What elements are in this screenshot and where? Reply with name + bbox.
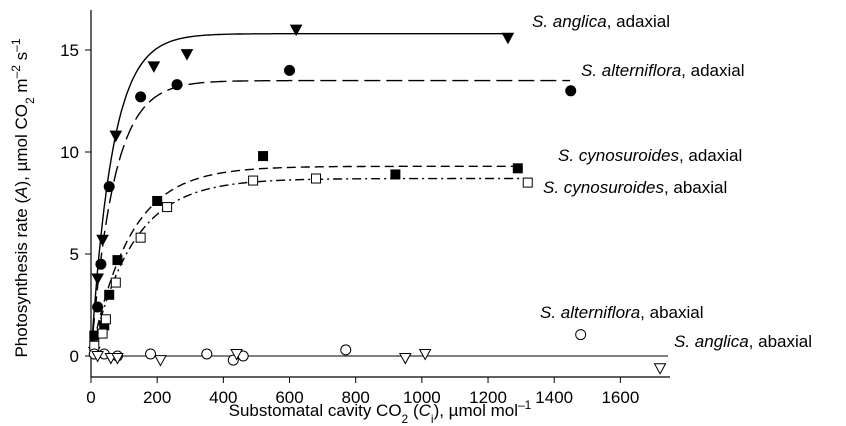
data-point bbox=[512, 163, 523, 174]
series-species: S. cynosuroides bbox=[558, 146, 679, 165]
series-label: S. alterniflora, abaxial bbox=[540, 303, 704, 322]
data-point bbox=[100, 314, 111, 325]
data-point bbox=[97, 328, 108, 339]
data-point bbox=[162, 202, 173, 213]
data-point bbox=[89, 330, 100, 341]
fitted-curves bbox=[90, 33, 571, 357]
data-point bbox=[201, 348, 213, 360]
data-point bbox=[95, 258, 107, 270]
series-label: S. cynosuroides, abaxial bbox=[543, 178, 727, 197]
data-point bbox=[565, 85, 577, 97]
data-point bbox=[147, 61, 161, 73]
series-surface: , adaxial bbox=[681, 61, 744, 80]
data-point bbox=[310, 173, 321, 184]
data-point bbox=[653, 363, 667, 375]
curve-s-cynosuroides-abaxial bbox=[90, 177, 528, 357]
x-tick-label: 1200 bbox=[469, 388, 507, 407]
data-point bbox=[110, 277, 121, 288]
series-surface: , adaxial bbox=[607, 12, 670, 31]
curve-s-cynosuroides-adaxial bbox=[90, 165, 518, 357]
data-point bbox=[398, 353, 412, 365]
data-point bbox=[112, 255, 123, 266]
series-label: S. cynosuroides, adaxial bbox=[558, 146, 742, 165]
data-point bbox=[154, 355, 167, 367]
data-point bbox=[109, 130, 123, 143]
data-point bbox=[284, 64, 296, 76]
data-point bbox=[501, 32, 515, 45]
y-tick-label: 10 bbox=[60, 143, 79, 162]
series-species: S. alterniflora bbox=[581, 61, 681, 80]
series-species: S. cynosuroides bbox=[543, 178, 664, 197]
data-point bbox=[522, 177, 533, 188]
x-tick-label: 1400 bbox=[535, 388, 573, 407]
data-point bbox=[104, 289, 115, 300]
x-tick-label: 800 bbox=[341, 388, 369, 407]
data-point bbox=[180, 49, 194, 61]
data-point bbox=[91, 273, 104, 286]
x-axis-title: Substomatal cavity CO2 (Ci), µmol mol–1 bbox=[229, 398, 532, 426]
data-point bbox=[171, 79, 183, 91]
x-tick-label: 400 bbox=[209, 388, 237, 407]
data-point bbox=[135, 91, 147, 103]
x-tick-label: 600 bbox=[275, 388, 303, 407]
data-point bbox=[575, 329, 587, 341]
series-label: S. alterniflora, adaxial bbox=[581, 61, 745, 80]
data-point bbox=[145, 348, 157, 360]
curve-s-alterniflora-adaxial bbox=[90, 79, 571, 357]
series-species: S. anglica bbox=[674, 332, 749, 351]
series-surface: , adaxial bbox=[679, 146, 742, 165]
x-tick-label: 1600 bbox=[601, 388, 639, 407]
data-point bbox=[152, 195, 163, 206]
curve-s-anglica-adaxial bbox=[90, 33, 508, 357]
series-species: S. anglica bbox=[532, 12, 607, 31]
data-point bbox=[92, 301, 104, 313]
y-tick-label: 5 bbox=[70, 245, 79, 264]
y-tick-label: 0 bbox=[70, 347, 79, 366]
data-point bbox=[340, 344, 352, 356]
data-point bbox=[289, 24, 303, 37]
axes: 0 200 400 600 800 1000 1200 1400 1600 0 5 10 15 bbox=[60, 10, 670, 407]
series-species: S. alterniflora bbox=[540, 303, 640, 322]
data-point bbox=[103, 181, 115, 193]
series-label: S. anglica, adaxial bbox=[532, 12, 670, 31]
data-point bbox=[390, 169, 401, 180]
data-markers bbox=[87, 24, 667, 375]
data-point bbox=[418, 348, 432, 361]
series-surface: , abaxial bbox=[664, 178, 727, 197]
series-surface: , abaxial bbox=[749, 332, 812, 351]
data-point bbox=[91, 351, 104, 363]
data-point bbox=[258, 151, 269, 162]
y-axis-title: Photosynthesis rate (A), µmol CO2 m–2 s–… bbox=[9, 38, 37, 357]
data-point bbox=[96, 234, 109, 247]
series-label: S. anglica, abaxial bbox=[674, 332, 812, 351]
data-point bbox=[230, 348, 243, 361]
x-tick-label: 0 bbox=[86, 388, 95, 407]
series-surface: , abaxial bbox=[640, 303, 703, 322]
data-point bbox=[111, 353, 124, 365]
x-tick-label: 200 bbox=[143, 388, 171, 407]
x-tick-label: 1000 bbox=[403, 388, 441, 407]
data-point bbox=[135, 232, 146, 243]
data-point bbox=[248, 175, 259, 186]
y-tick-label: 15 bbox=[60, 41, 79, 60]
